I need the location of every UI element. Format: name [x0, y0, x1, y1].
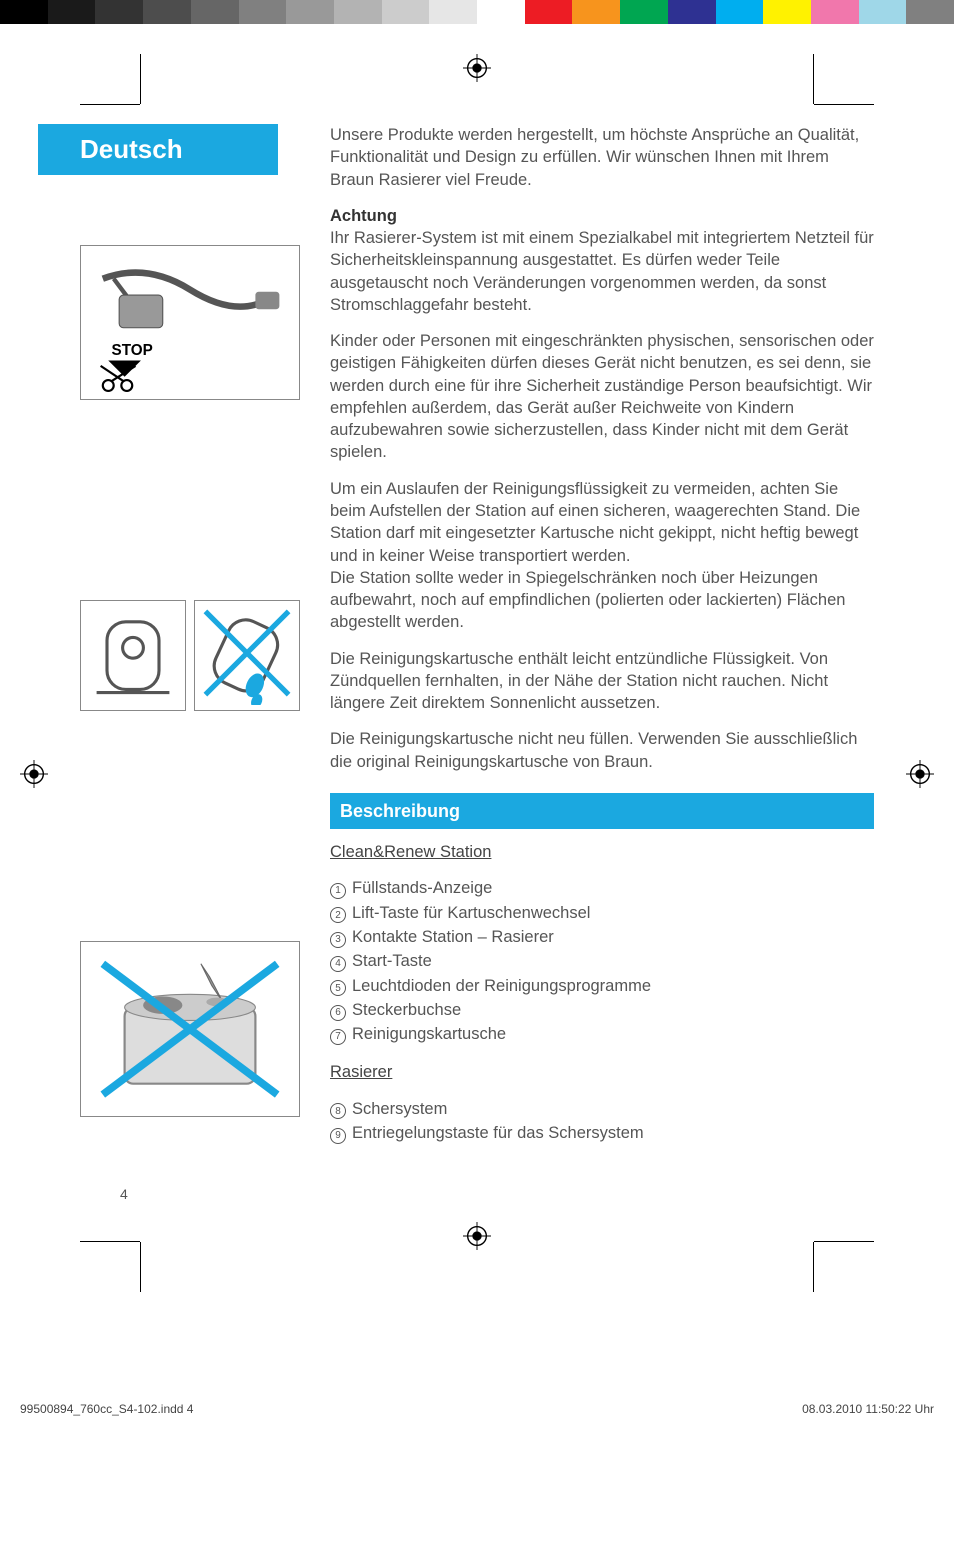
stop-label: STOP	[112, 342, 153, 359]
illustration-cable-no-cut: STOP	[80, 245, 300, 400]
section2-title: Rasierer	[330, 1061, 874, 1083]
registration-mark-top	[0, 54, 954, 82]
list-item: 6Steckerbuchse	[330, 999, 874, 1021]
illustration-no-refill	[80, 941, 300, 1117]
list-item: 8Schersystem	[330, 1098, 874, 1120]
description-heading: Beschreibung	[330, 793, 874, 829]
page-number: 4	[120, 1186, 874, 1202]
list-item: 7Reinigungskartusche	[330, 1023, 874, 1045]
warning-p1: Ihr Rasierer-System ist mit einem Spezia…	[330, 227, 874, 316]
warning-p5: Die Reinigungskartusche nicht neu füllen…	[330, 728, 874, 773]
list-item: 5Leuchtdioden der Reinigungsprogramme	[330, 975, 874, 997]
registration-mark-bottom	[0, 1222, 954, 1250]
color-calibration-bar	[0, 0, 954, 24]
list-item: 4Start-Taste	[330, 950, 874, 972]
footer-timestamp: 08.03.2010 11:50:22 Uhr	[802, 1402, 934, 1416]
list-item: 2Lift-Taste für Kartuschenwechsel	[330, 902, 874, 924]
illustration-upright-vs-tilted	[80, 600, 300, 711]
list-item: 9Entriegelungstaste für das Schersystem	[330, 1122, 874, 1144]
warning-p2: Kinder oder Personen mit eingeschränkten…	[330, 330, 874, 464]
section2-list: 8Schersystem9Entriegelungstaste für das …	[330, 1098, 874, 1145]
language-badge: Deutsch	[38, 124, 278, 175]
footer-filename: 99500894_760cc_S4-102.indd 4	[20, 1402, 193, 1416]
list-item: 3Kontakte Station – Rasierer	[330, 926, 874, 948]
warning-p3b: Die Station sollte weder in Spiegelschrä…	[330, 567, 874, 634]
section1-list: 1Füllstands-Anzeige 2Lift-Taste für Kartu…	[330, 877, 874, 1045]
section1-title: Clean&Renew Station	[330, 841, 874, 863]
warning-heading: Achtung	[330, 205, 874, 227]
list-item: 1Füllstands-Anzeige	[330, 877, 874, 899]
warning-p4: Die Reinigungskartusche enthält leicht e…	[330, 648, 874, 715]
warning-p3: Um ein Auslaufen der Reinigungsflüssigke…	[330, 478, 874, 567]
intro-paragraph: Unsere Produkte werden hergestellt, um h…	[330, 124, 874, 191]
